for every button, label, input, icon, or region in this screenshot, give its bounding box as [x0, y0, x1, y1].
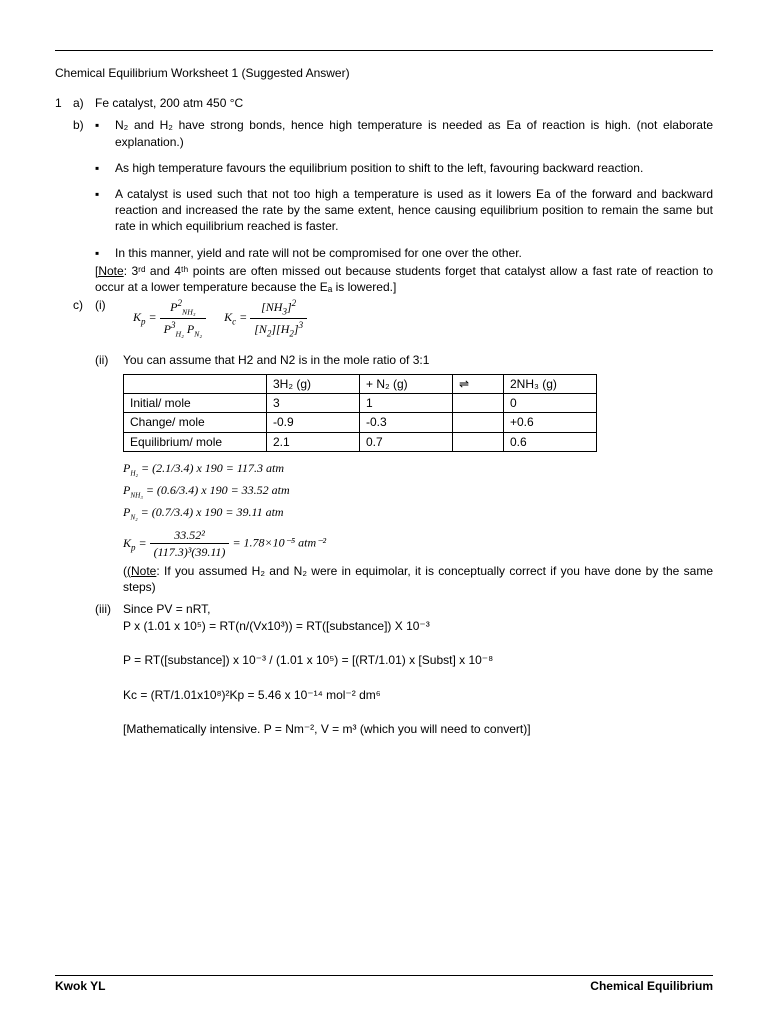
sub-b-label: b): [73, 117, 95, 295]
bullet-text: In this manner, yield and rate will not …: [115, 245, 713, 261]
sub-c-label: c): [73, 297, 95, 340]
square-bullet-icon: ▪: [95, 245, 115, 261]
subsub-ci-label: (i): [95, 297, 123, 340]
q1ciii-content: Since PV = nRT,P x (1.01 x 10⁵) = RT(n/(…: [123, 601, 713, 739]
square-bullet-icon: ▪: [95, 186, 115, 235]
partialp-h2: PH₂ = (2.1/3.4) x 190 = 117.3 atm: [123, 460, 713, 479]
note-body: : 3ʳᵈ and 4ᵗʰ points are often missed ou…: [95, 264, 713, 294]
q1b-row: b) ▪ N₂ and H₂ have strong bonds, hence …: [55, 117, 713, 295]
q1a-row: 1 a) Fe catalyst, 200 atm 450 °C: [55, 95, 713, 111]
subsub-ciii-label: (iii): [95, 601, 123, 739]
q1c-row: c) (i) Kp = P2NH₃ P3H₂ PN₂ Kc = [NH3]2 […: [55, 297, 713, 340]
top-rule: [55, 50, 713, 51]
bullet-item: ▪ N₂ and H₂ have strong bonds, hence hig…: [95, 117, 713, 149]
footer-left: Kwok YL: [55, 978, 105, 994]
bullet-item: ▪ In this manner, yield and rate will no…: [95, 245, 713, 261]
q-number: 1: [55, 95, 73, 111]
bullet-text: N₂ and H₂ have strong bonds, hence high …: [115, 117, 713, 149]
ice-table-row: 3H₂ (g)+ N₂ (g)⇌2NH₃ (g)Initial/ mole310…: [55, 368, 713, 595]
square-bullet-icon: ▪: [95, 117, 115, 149]
q1a-text: Fe catalyst, 200 atm 450 °C: [95, 95, 713, 111]
sub-a-label: a): [73, 95, 95, 111]
q1cii-row: (ii) You can assume that H2 and N2 is in…: [55, 352, 713, 368]
kp-calc: Kp = 33.52² (117.3)³(39.11) = 1.78×10⁻⁵ …: [123, 527, 713, 560]
note-label: (Note: [127, 564, 156, 578]
bullet-item: ▪ A catalyst is used such that not too h…: [95, 186, 713, 235]
q1cii-text: You can assume that H2 and N2 is in the …: [123, 352, 713, 368]
subsub-cii-label: (ii): [95, 352, 123, 368]
ice-table: 3H₂ (g)+ N₂ (g)⇌2NH₃ (g)Initial/ mole310…: [123, 374, 597, 452]
partialp-nh3: PNH₃ = (0.6/3.4) x 190 = 33.52 atm: [123, 482, 713, 501]
square-bullet-icon: ▪: [95, 160, 115, 176]
page-footer: Kwok YL Chemical Equilibrium: [55, 975, 713, 994]
bullet-item: ▪ As high temperature favours the equili…: [95, 160, 713, 176]
q1a-unit: °C: [230, 96, 243, 110]
kp-kc-equation: Kp = P2NH₃ P3H₂ PN₂ Kc = [NH3]2 [N2][H2]…: [123, 297, 713, 340]
footer-right: Chemical Equilibrium: [590, 978, 713, 994]
note-body: : If you assumed H₂ and N₂ were in equim…: [123, 564, 713, 594]
q1a-body: Fe catalyst, 200 atm 450: [95, 96, 230, 110]
bullet-text: A catalyst is used such that not too hig…: [115, 186, 713, 235]
q1ciii-row: (iii) Since PV = nRT,P x (1.01 x 10⁵) = …: [55, 601, 713, 739]
note-label: [Note: [95, 264, 124, 278]
partialp-n2: PN₂ = (0.7/3.4) x 190 = 39.11 atm: [123, 504, 713, 523]
q1cii-note: ((Note: If you assumed H₂ and N₂ were in…: [123, 563, 713, 595]
q1b-note: [Note: 3ʳᵈ and 4ᵗʰ points are often miss…: [95, 263, 713, 295]
page-title: Chemical Equilibrium Worksheet 1 (Sugges…: [55, 65, 713, 81]
bullet-text: As high temperature favours the equilibr…: [115, 160, 713, 176]
